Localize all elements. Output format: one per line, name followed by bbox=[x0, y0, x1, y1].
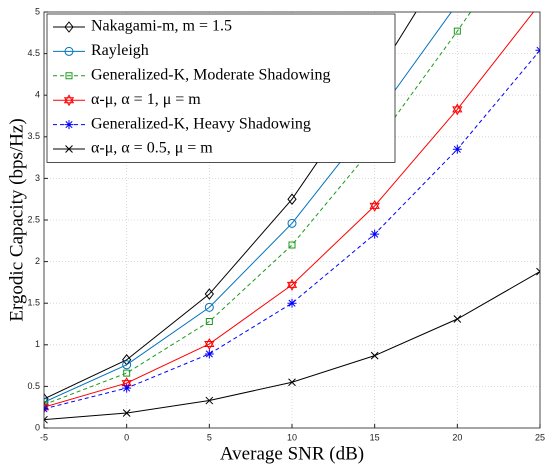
y-tick-label: 3.5 bbox=[27, 131, 40, 141]
marker bbox=[536, 0, 545, 9]
axes-box bbox=[43, 11, 541, 429]
y-tick-label: 1 bbox=[35, 339, 40, 349]
y-tick-label: 1.5 bbox=[27, 298, 40, 308]
marker bbox=[287, 218, 297, 228]
marker bbox=[44, 397, 49, 407]
x-tick-label: 15 bbox=[370, 432, 380, 442]
legend-label: Rayleigh bbox=[91, 42, 149, 59]
marker bbox=[287, 193, 297, 206]
marker bbox=[44, 393, 49, 405]
legend-marker bbox=[64, 120, 74, 130]
marker bbox=[453, 0, 461, 8]
legend-label: Nakagami-m, m = 1.5 bbox=[91, 18, 232, 35]
y-tick-label: 0.5 bbox=[27, 381, 40, 391]
legend-label: α-μ, α = 0.5, μ = m bbox=[91, 140, 213, 157]
legend-marker bbox=[63, 94, 75, 107]
marker bbox=[288, 378, 296, 387]
y-axis-label: Ergodic Capacity (bps/Hz) bbox=[6, 118, 27, 321]
series-line bbox=[44, 12, 417, 400]
marker bbox=[453, 27, 461, 35]
y-tick-label: 2.5 bbox=[27, 214, 40, 224]
marker bbox=[123, 369, 131, 377]
marker bbox=[452, 103, 463, 116]
marker bbox=[453, 315, 462, 323]
x-tick-label: 5 bbox=[207, 432, 212, 442]
marker bbox=[205, 396, 214, 405]
legend-marker bbox=[64, 46, 74, 56]
marker bbox=[286, 278, 298, 291]
marker bbox=[370, 229, 380, 239]
y-tick-label: 4.5 bbox=[27, 48, 40, 58]
plot-series bbox=[44, 0, 545, 424]
y-tick-label: 4 bbox=[35, 90, 40, 100]
y-tick-label: 5 bbox=[35, 6, 40, 16]
marker bbox=[452, 144, 462, 154]
series-line bbox=[44, 12, 535, 408]
x-tick-label: 25 bbox=[535, 432, 545, 442]
series-line bbox=[44, 12, 472, 406]
marker bbox=[288, 241, 296, 249]
series-line bbox=[44, 12, 452, 403]
y-tick-label: 3 bbox=[35, 173, 40, 183]
legend-label: α-μ, α = 1, μ = m bbox=[91, 91, 201, 108]
y-tick-label: 0 bbox=[35, 422, 40, 432]
marker bbox=[204, 288, 214, 300]
marker bbox=[122, 409, 131, 417]
x-tick-label: -5 bbox=[40, 432, 48, 442]
legend: Nakagami-m, m = 1.5 Rayleigh Generalized-K… bbox=[46, 13, 396, 163]
marker bbox=[204, 337, 215, 350]
marker bbox=[287, 298, 297, 308]
marker bbox=[204, 302, 214, 312]
y-tick-label: 2 bbox=[35, 256, 40, 266]
legend-label: Generalized-K, Heavy Shadowing bbox=[91, 115, 311, 132]
marker bbox=[369, 199, 380, 212]
marker bbox=[204, 349, 214, 359]
x-tick-label: 0 bbox=[124, 432, 129, 442]
legend-box bbox=[46, 13, 396, 163]
legend-marker bbox=[65, 72, 73, 80]
x-axis-label: Average SNR (dB) bbox=[220, 443, 364, 464]
legend-marker bbox=[64, 21, 74, 33]
marker bbox=[370, 351, 379, 360]
marker bbox=[205, 318, 213, 326]
x-tick-label: 10 bbox=[287, 432, 297, 442]
marker bbox=[122, 383, 132, 393]
x-tick-label: 20 bbox=[452, 432, 462, 442]
marker bbox=[122, 360, 132, 370]
marker bbox=[44, 415, 48, 424]
legend-label: Generalized-K, Moderate Shadowing bbox=[91, 66, 330, 83]
legend-marker bbox=[65, 145, 73, 153]
marker bbox=[536, 267, 540, 276]
